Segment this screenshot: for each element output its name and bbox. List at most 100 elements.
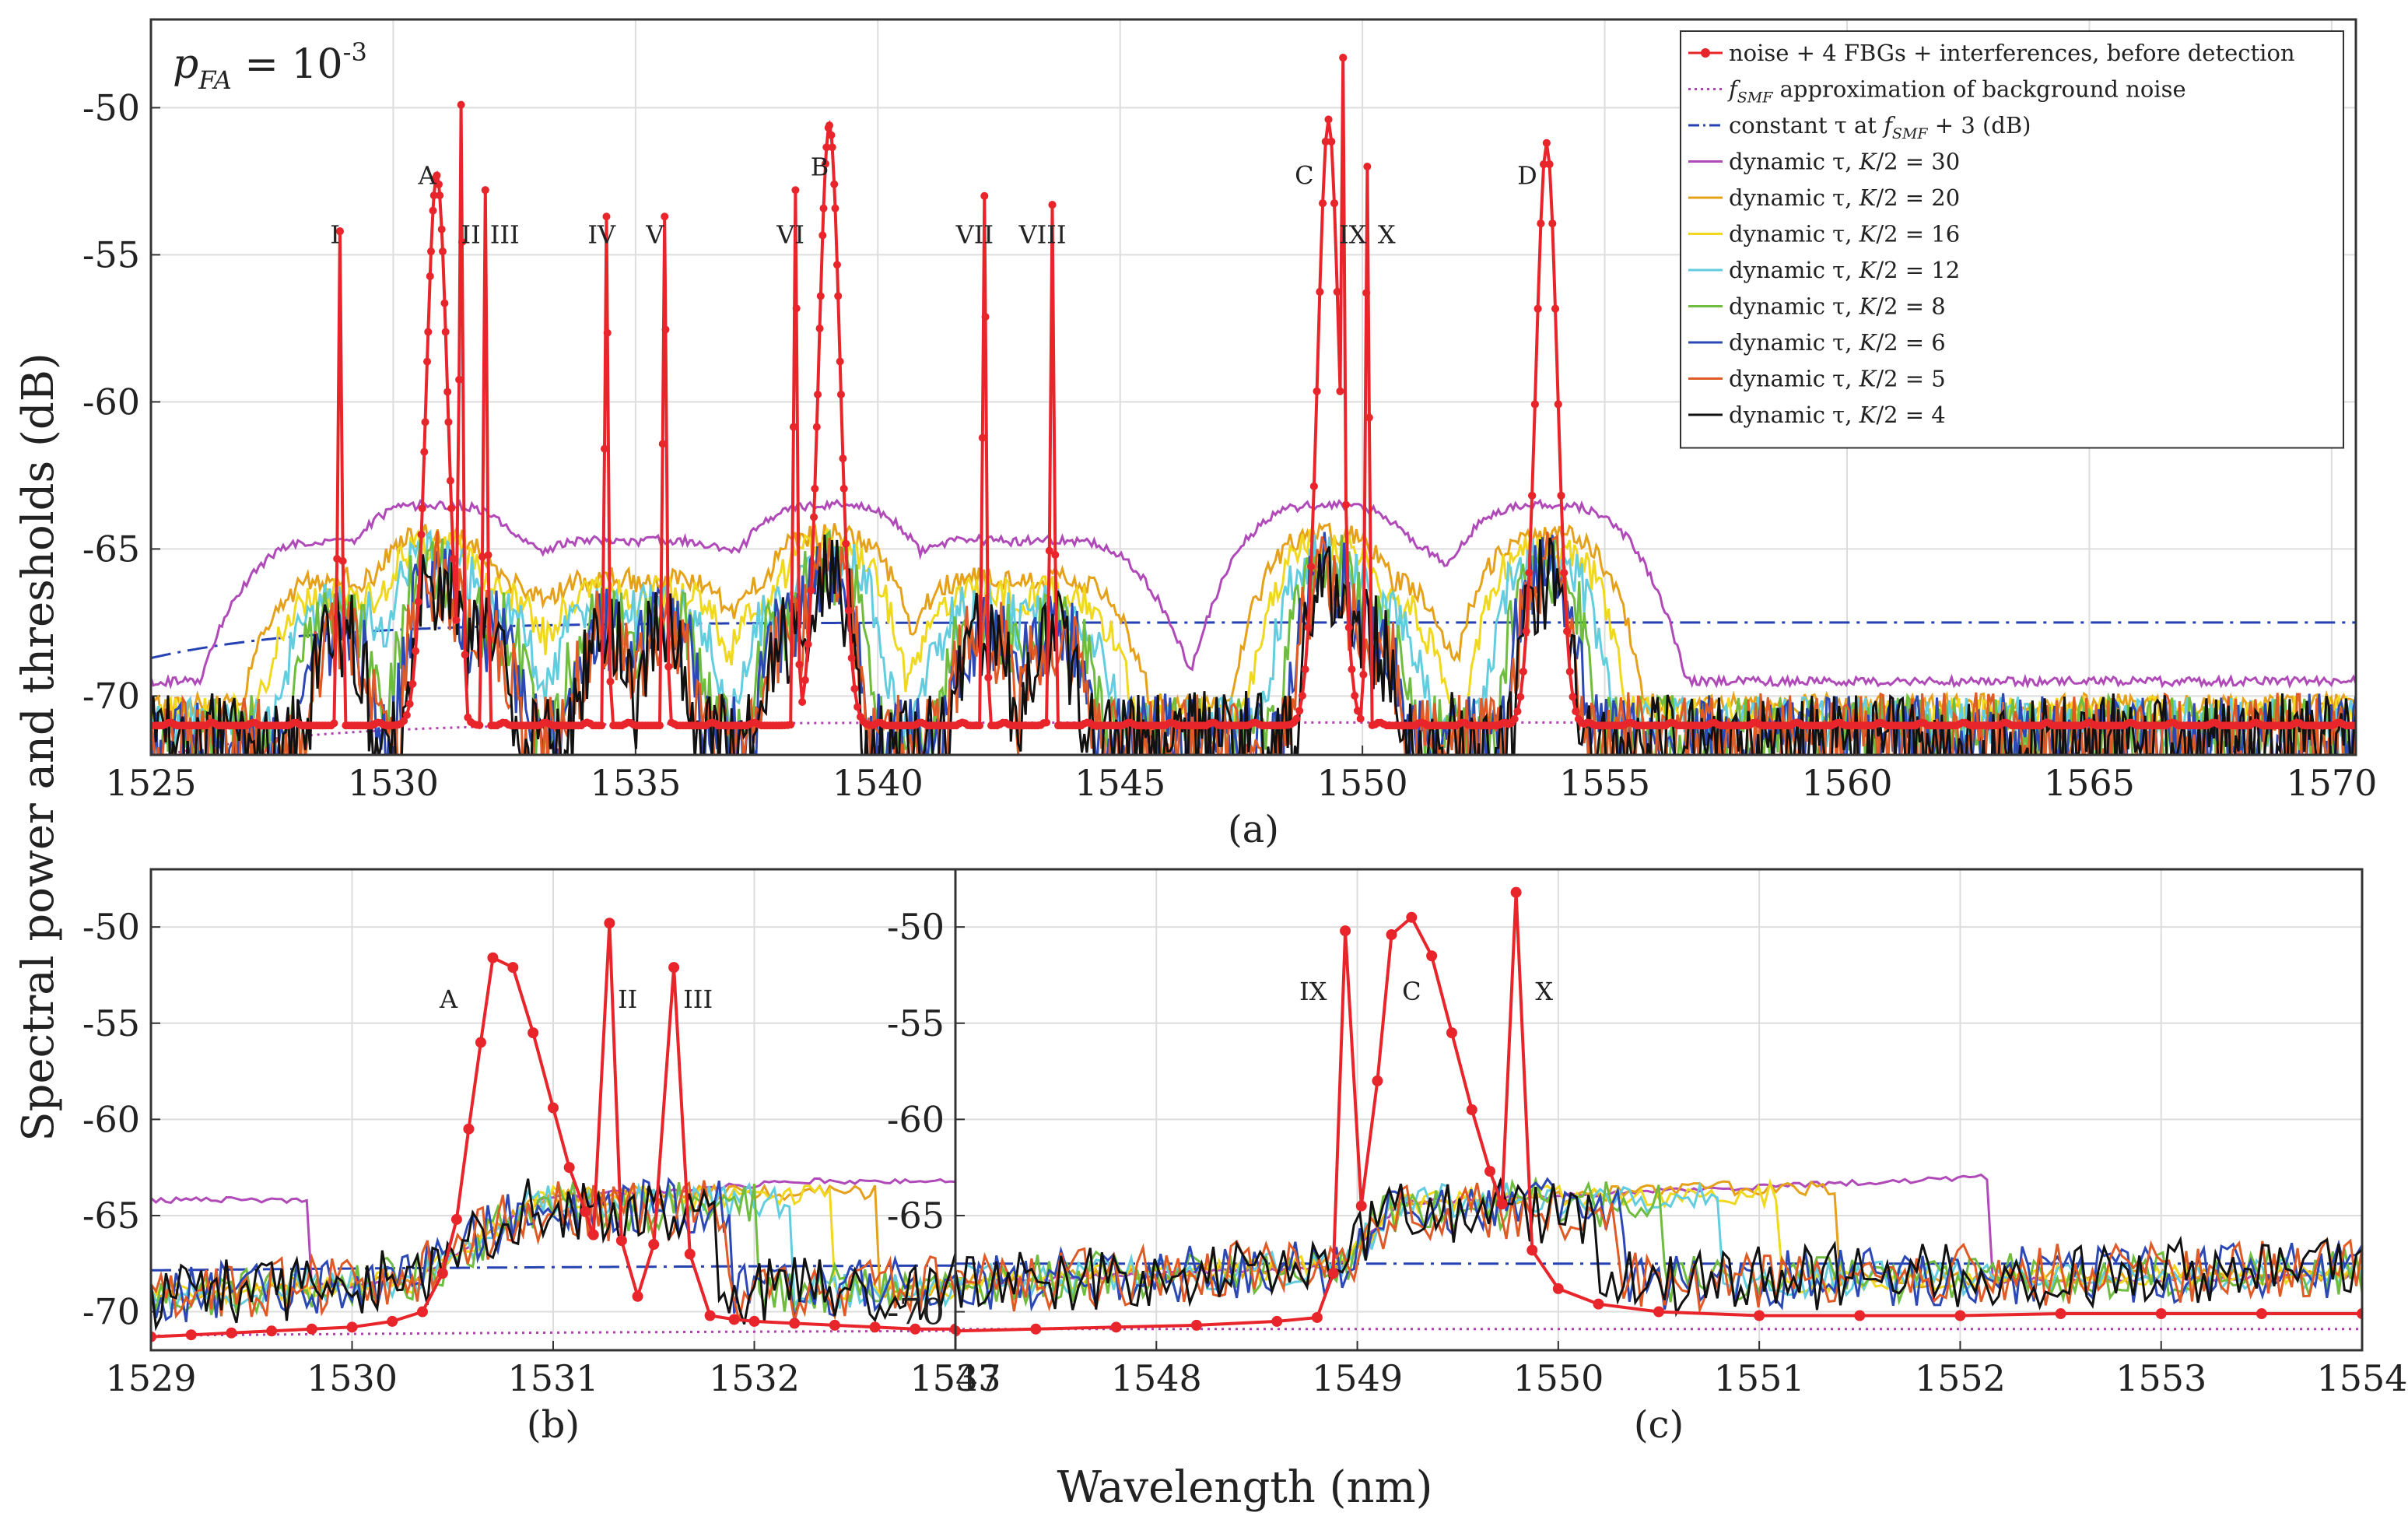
pfa-annotation: pFA = 10-3 [173, 37, 367, 95]
constant-threshold-line [151, 1264, 955, 1272]
legend-label: fSMF approximation of background noise [1727, 76, 2186, 107]
signal-marker [416, 1306, 428, 1318]
signal-marker [839, 454, 847, 463]
signal-marker [1557, 491, 1565, 500]
signal-marker [1954, 1310, 1966, 1321]
signal-marker [387, 1315, 398, 1327]
signal-marker [658, 440, 667, 448]
peak-label-A: A [417, 161, 436, 191]
peak-label-IX: IX [1299, 977, 1327, 1006]
signal-marker [1545, 160, 1554, 169]
x-tick-label: 1540 [832, 762, 924, 804]
signal-marker [528, 1027, 539, 1039]
signal-marker [335, 227, 344, 236]
x-tick-label: 1554 [2316, 1357, 2407, 1399]
plot-area [955, 886, 2362, 1337]
peak-label-B: B [811, 152, 829, 181]
signal-marker [827, 131, 836, 139]
signal-marker [330, 719, 338, 728]
signal-marker [819, 204, 828, 212]
threshold-line-k6 [955, 1177, 2362, 1312]
signal-marker [1572, 707, 1580, 716]
signal-marker [832, 261, 841, 269]
signal-marker [1307, 563, 1316, 571]
peak-label-V: V [645, 219, 664, 249]
signal-marker [402, 711, 411, 719]
signal-marker [1190, 1319, 1202, 1331]
signal-marker [632, 1290, 643, 1302]
peak-label-III: III [490, 219, 520, 249]
signal-marker [1321, 137, 1330, 146]
axes-frame [149, 18, 2357, 756]
signal-marker [603, 328, 612, 337]
signal-marker [950, 1323, 955, 1335]
signal-marker [487, 952, 499, 963]
threshold-line-k4 [955, 1177, 2362, 1318]
signal-marker [1593, 1298, 1604, 1310]
signal-marker [412, 647, 420, 655]
signal-marker [704, 1310, 716, 1321]
peak-label-III: III [683, 984, 713, 1014]
threshold-line-k30 [151, 1177, 955, 1290]
signal-marker [831, 204, 839, 212]
signal-marker [429, 191, 438, 200]
legend-label: dynamic τ, K/2 = 5 [1729, 366, 1946, 392]
plot-area [151, 54, 2356, 755]
legend-marker [1701, 48, 1710, 58]
signal-marker [836, 390, 845, 398]
peak-label-II: II [618, 984, 637, 1014]
signal-marker [475, 721, 484, 729]
signal-marker [1554, 400, 1562, 409]
signal-marker [728, 1314, 740, 1325]
plot-area [151, 918, 955, 1342]
signal-marker [648, 1239, 660, 1251]
y-tick-label: -70 [82, 675, 140, 717]
signal-marker [455, 375, 464, 384]
signal-marker [452, 616, 461, 624]
signal-marker [441, 328, 450, 336]
signal-marker [810, 513, 818, 521]
signal-marker [955, 1325, 961, 1337]
signal-marker [408, 679, 417, 688]
signal-marker [910, 1323, 921, 1335]
legend-label: dynamic τ, K/2 = 30 [1729, 149, 1960, 175]
signal-marker [600, 444, 608, 453]
x-tick-label: 1555 [1559, 762, 1650, 804]
signal-marker [822, 160, 830, 168]
signal-marker [787, 721, 795, 729]
threshold-line-k5 [955, 1181, 2362, 1314]
signal-marker [1540, 160, 1548, 169]
signal-marker [598, 721, 606, 730]
signal-marker [1533, 304, 1542, 313]
threshold-line-k12 [955, 1181, 2362, 1300]
signal-marker [829, 1319, 840, 1331]
legend-entry: constant τ at fSMF + 3 (dB) [1688, 112, 2031, 142]
signal-marker [426, 272, 434, 280]
x-tick-label: 1553 [2115, 1357, 2206, 1399]
legend-label: constant τ at fSMF + 3 (dB) [1729, 112, 2031, 142]
signal-marker [1319, 199, 1327, 208]
legend-label: noise + 4 FBGs + interferences, before d… [1729, 40, 2295, 66]
signal-marker [811, 484, 819, 493]
y-tick-label: -50 [887, 906, 945, 948]
signal-marker [1510, 886, 1522, 898]
signal-marker [1030, 1323, 1042, 1335]
signal-marker [414, 598, 422, 606]
signal-marker [1348, 665, 1356, 674]
signal-marker [2256, 1308, 2267, 1320]
signal-marker [450, 1213, 462, 1225]
x-axis-title: Wavelength (nm) [1057, 1462, 1432, 1513]
signal-marker [1496, 1198, 1508, 1210]
signal-marker [850, 684, 859, 693]
peak-label-X: X [1378, 219, 1396, 249]
signal-marker [1330, 199, 1339, 208]
threshold-line-k5 [151, 531, 2356, 755]
x-tick-label: 1547 [910, 1357, 1001, 1399]
signal-marker [1562, 627, 1571, 636]
peak-label-I: I [330, 219, 340, 249]
signal-marker [475, 1037, 486, 1048]
signal-marker [437, 225, 446, 233]
signal-marker [1298, 691, 1306, 700]
signal-marker [421, 418, 429, 426]
legend-label: dynamic τ, K/2 = 20 [1729, 184, 1960, 211]
